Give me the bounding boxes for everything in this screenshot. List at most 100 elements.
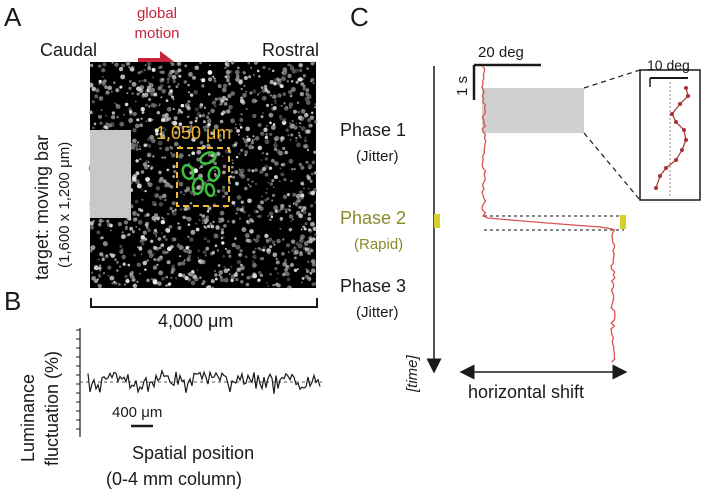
panel-c-letter: C xyxy=(350,2,369,32)
noise-dot xyxy=(165,238,168,241)
noise-dot xyxy=(164,183,168,188)
phase2-right-tick xyxy=(620,215,626,229)
noise-dot xyxy=(94,94,99,99)
time-label: [time] xyxy=(404,355,421,392)
noise-dot xyxy=(194,274,196,277)
noise-dot xyxy=(166,260,171,265)
noise-dot xyxy=(278,180,281,183)
noise-dot xyxy=(240,113,243,116)
noise-dot xyxy=(210,225,214,228)
noise-dot xyxy=(152,76,155,79)
noise-dot xyxy=(231,242,237,248)
noise-dot xyxy=(139,148,141,150)
noise-dot xyxy=(298,131,300,134)
noise-dot xyxy=(105,254,108,257)
noise-dot xyxy=(225,74,230,80)
noise-dot xyxy=(211,286,215,289)
noise-dot xyxy=(187,223,191,226)
noise-dot xyxy=(216,249,220,252)
noise-dot xyxy=(194,65,199,71)
noise-dot xyxy=(145,176,151,182)
noise-dot xyxy=(231,170,234,174)
noise-dot xyxy=(89,63,94,68)
noise-dot xyxy=(131,277,136,282)
noise-dot xyxy=(147,144,152,148)
noise-dot xyxy=(153,257,157,262)
noise-dot xyxy=(155,247,160,251)
noise-dot xyxy=(206,285,212,290)
noise-dot xyxy=(196,157,201,162)
noise-dot xyxy=(143,78,147,83)
noise-dot xyxy=(261,152,264,155)
noise-dot xyxy=(128,66,131,69)
noise-dot xyxy=(197,259,201,263)
noise-dot xyxy=(203,106,207,109)
noise-dot xyxy=(147,161,150,163)
noise-dot xyxy=(229,175,232,178)
noise-dot xyxy=(221,241,225,245)
noise-dot xyxy=(140,70,143,73)
noise-dot xyxy=(178,74,182,78)
noise-dot xyxy=(306,176,311,181)
noise-dot xyxy=(256,93,260,96)
noise-dot xyxy=(203,237,207,241)
noise-dot xyxy=(239,168,245,174)
noise-dot xyxy=(270,215,274,219)
noise-dot xyxy=(254,136,260,141)
noise-dot xyxy=(213,79,217,83)
noise-dot xyxy=(157,140,163,146)
noise-dot xyxy=(126,233,130,237)
noise-dot xyxy=(245,282,250,287)
noise-dot xyxy=(206,179,210,183)
noise-dot xyxy=(154,203,157,206)
noise-dot xyxy=(182,215,186,220)
noise-dot xyxy=(161,156,164,159)
noise-dot xyxy=(310,248,314,253)
noise-dot xyxy=(314,106,317,109)
noise-dot xyxy=(187,83,190,87)
noise-dot xyxy=(92,219,95,222)
noise-dot xyxy=(159,132,162,135)
noise-dot xyxy=(179,208,183,211)
noise-dot xyxy=(236,129,240,133)
noise-dot xyxy=(141,198,144,201)
noise-dot xyxy=(254,238,260,243)
noise-dot xyxy=(260,115,264,119)
noise-dot xyxy=(286,243,291,248)
noise-dot xyxy=(283,102,286,105)
noise-dot xyxy=(178,181,184,187)
noise-dot xyxy=(263,127,268,132)
noise-dot xyxy=(95,264,97,267)
noise-dot xyxy=(269,218,272,222)
noise-dot xyxy=(310,204,314,208)
noise-dot xyxy=(233,272,238,277)
noise-dot xyxy=(132,111,137,117)
noise-dot xyxy=(266,282,268,284)
noise-dot xyxy=(314,233,317,236)
noise-dot xyxy=(98,96,104,101)
noise-dot xyxy=(166,229,169,233)
noise-dot xyxy=(183,193,185,196)
noise-dot xyxy=(196,149,202,155)
shift-axis-label: horizontal shift xyxy=(468,382,585,402)
noise-dot xyxy=(140,235,146,240)
noise-dot xyxy=(260,131,265,136)
noise-dot xyxy=(136,86,141,92)
noise-dot xyxy=(291,69,296,74)
inset-dot xyxy=(686,94,690,98)
noise-dot xyxy=(90,271,94,274)
noise-dot xyxy=(131,275,135,279)
noise-dot xyxy=(97,284,100,287)
noise-dot xyxy=(137,141,139,144)
noise-dot xyxy=(220,128,224,132)
noise-dot xyxy=(214,244,218,247)
noise-dot xyxy=(228,273,231,275)
noise-dot xyxy=(199,213,203,217)
inset-scale-label: 10 deg xyxy=(647,57,690,73)
noise-dot xyxy=(144,214,148,218)
noise-dot xyxy=(162,217,165,220)
noise-dot xyxy=(262,248,266,252)
noise-dot xyxy=(218,219,222,224)
noise-dot xyxy=(175,85,179,89)
noise-dot xyxy=(251,260,255,264)
